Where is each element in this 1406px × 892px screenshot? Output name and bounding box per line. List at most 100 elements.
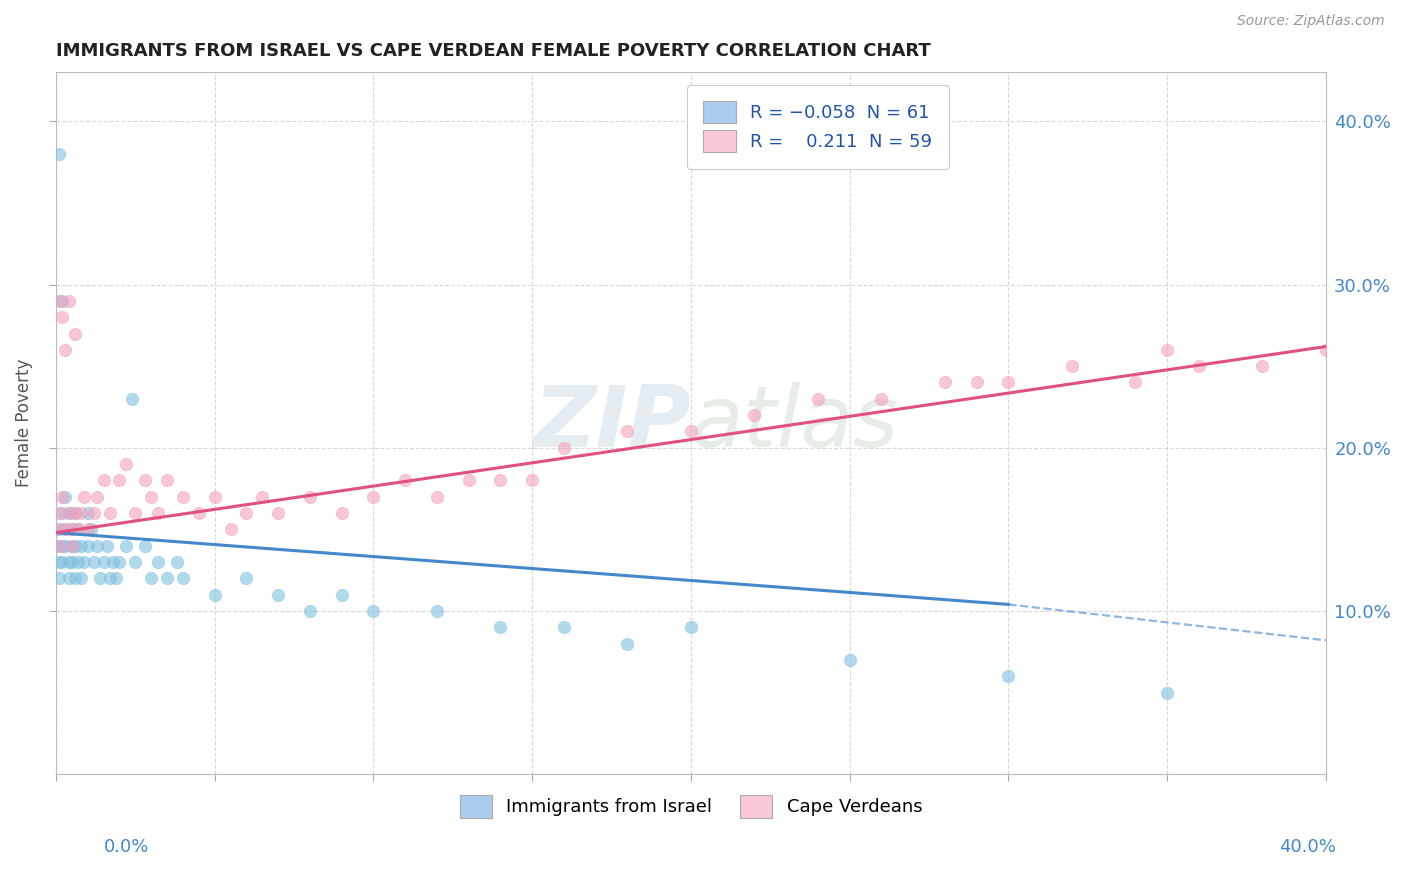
Point [267,588,290,602]
Point [48,539,70,553]
Point [51,555,73,569]
Point [807,392,830,406]
Point [108,474,131,488]
Point [51,506,73,520]
Point [426,604,449,618]
Point [363,604,385,618]
Point [93,555,115,569]
Point [124,555,146,569]
Point [86,490,108,504]
Point [204,588,226,602]
Point [997,669,1019,683]
Point [394,474,416,488]
Point [457,474,479,488]
Point [58,506,80,520]
Point [744,408,766,422]
Point [70,506,93,520]
Point [108,555,131,569]
Point [58,571,80,585]
Point [298,604,321,618]
Text: IMMIGRANTS FROM ISRAEL VS CAPE VERDEAN FEMALE POVERTY CORRELATION CHART: IMMIGRANTS FROM ISRAEL VS CAPE VERDEAN F… [56,42,931,60]
Legend: Immigrants from Israel, Cape Verdeans: Immigrants from Israel, Cape Verdeans [453,789,929,825]
Point [121,392,143,406]
Point [997,376,1019,390]
Point [187,506,209,520]
Point [60,522,83,536]
Point [63,539,86,553]
Point [141,490,163,504]
Point [553,441,575,455]
Point [330,588,353,602]
Point [219,522,242,536]
Point [55,490,77,504]
Point [58,555,80,569]
Point [70,539,93,553]
Point [96,539,118,553]
Point [51,293,73,308]
Point [67,522,90,536]
Point [60,539,83,553]
Point [60,539,83,553]
Text: ZIP: ZIP [533,382,690,465]
Point [86,539,108,553]
Point [48,147,70,161]
Point [76,539,98,553]
Point [124,506,146,520]
Point [58,293,80,308]
Point [76,522,98,536]
Point [934,376,956,390]
Point [616,636,638,650]
Point [172,490,194,504]
Point [51,310,73,325]
Point [45,522,67,536]
Point [1156,685,1178,699]
Point [67,555,90,569]
Point [73,555,96,569]
Point [48,571,70,585]
Point [156,571,179,585]
Point [48,506,70,520]
Point [146,506,169,520]
Point [114,539,136,553]
Point [870,392,893,406]
Point [235,571,257,585]
Text: atlas: atlas [690,382,898,465]
Point [51,539,73,553]
Point [89,571,111,585]
Point [679,620,702,634]
Point [93,474,115,488]
Point [1156,343,1178,357]
Point [363,490,385,504]
Point [134,474,156,488]
Point [141,571,163,585]
Point [172,571,194,585]
Point [98,571,121,585]
Point [520,474,543,488]
Point [55,522,77,536]
Point [48,293,70,308]
Point [252,490,274,504]
Point [1315,343,1337,357]
Point [1188,359,1211,373]
Text: 0.0%: 0.0% [104,838,149,855]
Point [156,474,179,488]
Point [73,490,96,504]
Point [134,539,156,553]
Point [70,571,93,585]
Point [63,571,86,585]
Point [114,457,136,471]
Point [60,555,83,569]
Point [489,474,512,488]
Point [105,571,128,585]
Point [838,653,860,667]
Point [235,506,257,520]
Point [80,522,103,536]
Point [966,376,988,390]
Point [298,490,321,504]
Point [204,490,226,504]
Text: Source: ZipAtlas.com: Source: ZipAtlas.com [1237,14,1385,28]
Point [679,425,702,439]
Point [83,506,105,520]
Y-axis label: Female Poverty: Female Poverty [15,359,32,487]
Point [83,555,105,569]
